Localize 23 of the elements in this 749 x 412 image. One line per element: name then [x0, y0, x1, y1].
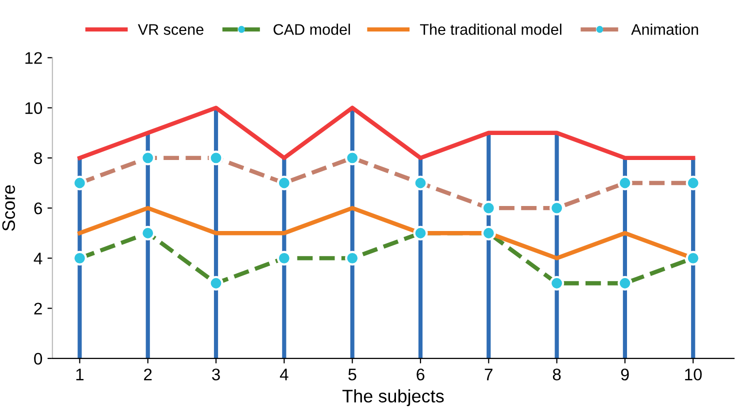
y-tick-label: 12	[25, 52, 42, 64]
x-tick-label: 2	[144, 368, 152, 380]
x-tick-label: 9	[621, 368, 629, 380]
legend-label: VR scene	[138, 24, 204, 35]
x-tick-label: 8	[552, 368, 561, 380]
x-tick-label: 10	[685, 368, 702, 380]
x-tick-label: 7	[484, 368, 492, 380]
y-tick-label: 6	[34, 202, 42, 214]
legend-label: Animation	[631, 24, 698, 35]
y-tick-label: 0	[34, 352, 42, 365]
x-tick-label: 1	[76, 368, 84, 380]
y-axis-title: Score	[2, 185, 16, 231]
x-tick-label: 5	[348, 368, 356, 380]
y-tick-label: 2	[34, 302, 42, 314]
x-tick-label: 6	[416, 368, 424, 380]
x-tick-label: 4	[280, 368, 288, 380]
y-tick-label: 8	[34, 152, 42, 164]
x-axis-title: The subjects	[342, 389, 444, 406]
y-tick-label: 10	[25, 102, 42, 114]
x-tick-label: 3	[212, 368, 220, 380]
y-tick-label: 4	[34, 252, 42, 264]
legend-label: CAD model	[274, 24, 350, 35]
legend-label: The traditional model	[420, 24, 562, 35]
